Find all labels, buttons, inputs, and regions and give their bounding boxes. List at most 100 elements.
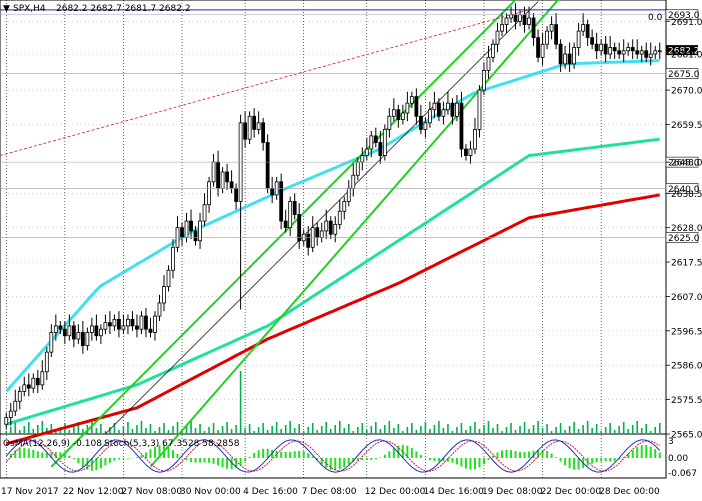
x-tick-label: 17 Nov 2017: [1, 487, 59, 497]
candle-body: [135, 325, 139, 330]
ma-short-line: [5, 59, 660, 393]
y-tick-label: 2586.0: [671, 362, 702, 372]
candle-body: [626, 47, 631, 52]
stoch-main-line: [5, 439, 661, 473]
candle-body: [103, 322, 108, 330]
candle-body: [121, 325, 126, 330]
candle-body: [477, 89, 482, 130]
candle-body: [378, 142, 383, 156]
candle-body: [117, 318, 121, 330]
candle-body: [414, 96, 419, 117]
y-tick-label: 2617.5: [671, 259, 702, 269]
candle-body: [89, 325, 94, 333]
y-tick-label: 2638.5: [671, 190, 702, 200]
candle-body: [229, 181, 234, 189]
candle-body: [324, 220, 329, 232]
candle-body: [464, 148, 468, 156]
candle-body: [391, 109, 396, 117]
candle-body: [315, 227, 320, 238]
candle-body: [67, 325, 72, 337]
candle-body: [202, 204, 207, 222]
candle-body: [630, 47, 635, 52]
candle-body: [17, 391, 22, 402]
candle-body: [306, 233, 311, 248]
current-price-tag: [666, 45, 698, 56]
candle-body: [518, 14, 522, 22]
candle-body: [585, 24, 590, 39]
candle-body: [621, 50, 626, 55]
candle-body: [491, 43, 495, 58]
candle-body: [80, 332, 85, 346]
candle-body: [364, 148, 369, 156]
y-tick-label: 2659.5: [671, 121, 702, 131]
candle-body: [608, 47, 613, 55]
y-tick-label: 2691.0: [671, 18, 702, 28]
candle-body: [184, 220, 189, 238]
candle-body: [576, 30, 581, 48]
symbol-header: SPX,H4: [13, 4, 46, 14]
candle-body: [49, 332, 54, 353]
candle-body: [369, 135, 374, 150]
candle-body: [8, 410, 13, 419]
candle-body: [396, 109, 401, 120]
symbol-header-icon: ▼: [3, 4, 10, 14]
candle-body: [98, 328, 103, 337]
candle-body: [108, 322, 112, 327]
candle-body: [382, 128, 387, 156]
osma-tick-label: 0.00: [668, 454, 688, 464]
candle-body: [387, 115, 392, 130]
candle-body: [166, 269, 171, 288]
candle-body: [130, 318, 135, 327]
y-tick-label: 2681.0: [671, 51, 702, 61]
candle-body: [261, 122, 266, 143]
candle-body: [536, 37, 540, 58]
candle-body: [328, 220, 333, 235]
candle-body: [198, 220, 202, 242]
candle-body: [500, 24, 504, 32]
candle-body: [216, 161, 220, 189]
candle-body: [71, 325, 76, 340]
candle-body: [423, 122, 428, 130]
candle-body: [189, 220, 193, 232]
candle-body: [482, 70, 486, 91]
y-tick-label: 2565.0: [671, 431, 702, 441]
candle-body: [617, 50, 622, 55]
candle-body: [211, 161, 216, 183]
stoch-signal-line: [5, 440, 660, 472]
y-tick-label: 2607.0: [671, 293, 702, 303]
price-level-tag: [665, 232, 699, 243]
x-tick-label: 27 Nov 08:00: [121, 487, 182, 497]
candle-body: [446, 102, 450, 111]
osma-tick-label: -0.067: [668, 469, 697, 479]
candle-body: [144, 315, 148, 330]
candle-body: [247, 115, 252, 140]
candle-body: [283, 220, 288, 229]
candle-body: [225, 171, 229, 183]
candle-body: [53, 325, 58, 333]
x-tick-label: 12 Dec 00:00: [365, 487, 426, 497]
candle-body: [180, 227, 184, 238]
candle-body: [153, 315, 157, 333]
candle-body: [635, 50, 640, 55]
candle-body: [648, 53, 653, 58]
price-level-tag: [665, 9, 699, 21]
y-tick-label: 2670.0: [671, 87, 702, 97]
candle-body: [459, 102, 464, 150]
candle-body: [531, 17, 536, 39]
candle-body: [495, 30, 500, 45]
candle-body: [432, 102, 437, 111]
candle-body: [540, 43, 545, 58]
candle-body: [126, 318, 130, 327]
price-level-tag: [665, 68, 699, 79]
x-tick-label: 4 Dec 16:00: [243, 487, 298, 497]
candle-body: [148, 328, 153, 333]
osma-header: OsMA(12,26,9) -0.108: [3, 439, 102, 449]
current-price-label: 2682.2: [668, 47, 700, 57]
y-tick-label: 2596.5: [671, 327, 702, 337]
candle-body: [572, 47, 577, 65]
candle-body: [40, 371, 45, 386]
x-tick-label: 30 Nov 00:00: [180, 487, 241, 497]
candle-body: [265, 142, 270, 189]
